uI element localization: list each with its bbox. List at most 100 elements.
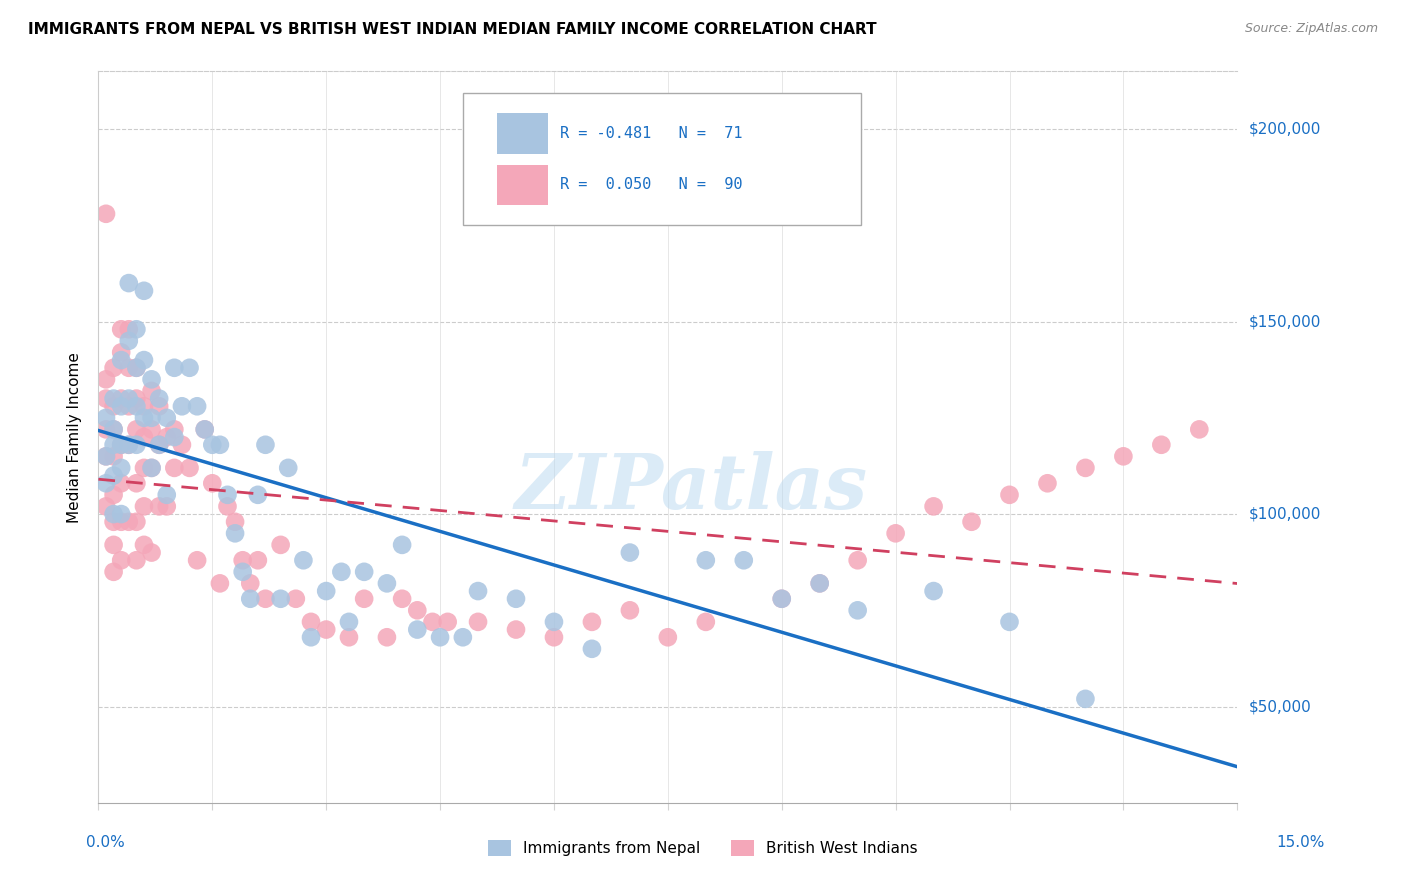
Point bbox=[118, 334, 141, 348]
Text: ZIPatlas: ZIPatlas bbox=[515, 451, 868, 525]
Point bbox=[118, 360, 141, 375]
Point bbox=[118, 438, 141, 452]
Point bbox=[375, 630, 398, 644]
Text: IMMIGRANTS FROM NEPAL VS BRITISH WEST INDIAN MEDIAN FAMILY INCOME CORRELATION CH: IMMIGRANTS FROM NEPAL VS BRITISH WEST IN… bbox=[28, 22, 877, 37]
Point bbox=[922, 584, 945, 599]
Point bbox=[163, 430, 186, 444]
Point bbox=[132, 399, 155, 413]
Point bbox=[299, 615, 322, 629]
Point bbox=[110, 353, 132, 368]
Point bbox=[132, 538, 155, 552]
Point bbox=[125, 422, 148, 436]
Point bbox=[132, 430, 155, 444]
Point bbox=[118, 276, 141, 290]
Point bbox=[118, 399, 141, 413]
Point bbox=[581, 641, 603, 656]
Point bbox=[118, 515, 141, 529]
Point bbox=[1112, 450, 1135, 464]
Point bbox=[141, 461, 163, 475]
FancyBboxPatch shape bbox=[498, 165, 548, 205]
Text: 0.0%: 0.0% bbox=[86, 836, 125, 850]
Point bbox=[1150, 438, 1173, 452]
Point bbox=[186, 399, 208, 413]
Point bbox=[94, 207, 117, 221]
Point bbox=[406, 623, 429, 637]
Point bbox=[170, 399, 193, 413]
Legend: Immigrants from Nepal, British West Indians: Immigrants from Nepal, British West Indi… bbox=[482, 834, 924, 862]
Point bbox=[110, 392, 132, 406]
Point bbox=[103, 515, 125, 529]
Point bbox=[148, 392, 170, 406]
Point bbox=[543, 615, 565, 629]
Point bbox=[353, 591, 375, 606]
Point bbox=[201, 438, 224, 452]
Point bbox=[194, 422, 217, 436]
Point bbox=[186, 553, 208, 567]
Point bbox=[505, 623, 527, 637]
Point bbox=[217, 488, 239, 502]
Point bbox=[391, 591, 413, 606]
Point bbox=[94, 372, 117, 386]
Point bbox=[270, 591, 292, 606]
Point bbox=[163, 461, 186, 475]
Point bbox=[998, 488, 1021, 502]
Point bbox=[94, 450, 117, 464]
Point bbox=[391, 538, 413, 552]
Point bbox=[239, 591, 262, 606]
Point bbox=[103, 360, 125, 375]
Point bbox=[330, 565, 353, 579]
Point bbox=[103, 450, 125, 464]
Point bbox=[239, 576, 262, 591]
Point bbox=[110, 322, 132, 336]
Point bbox=[141, 422, 163, 436]
Point bbox=[581, 615, 603, 629]
Point bbox=[254, 591, 277, 606]
Point bbox=[94, 450, 117, 464]
Point bbox=[770, 591, 793, 606]
Point bbox=[224, 526, 246, 541]
Text: Source: ZipAtlas.com: Source: ZipAtlas.com bbox=[1244, 22, 1378, 36]
Point bbox=[103, 507, 125, 521]
Point bbox=[315, 623, 337, 637]
Point bbox=[179, 461, 201, 475]
Point bbox=[315, 584, 337, 599]
Point bbox=[110, 507, 132, 521]
FancyBboxPatch shape bbox=[498, 113, 548, 153]
Point bbox=[846, 603, 869, 617]
Point bbox=[156, 430, 179, 444]
Point bbox=[103, 468, 125, 483]
Point bbox=[337, 615, 360, 629]
Point bbox=[125, 360, 148, 375]
Point bbox=[170, 438, 193, 452]
Point bbox=[132, 461, 155, 475]
Text: $50,000: $50,000 bbox=[1249, 699, 1312, 714]
Point bbox=[141, 461, 163, 475]
Point bbox=[1188, 422, 1211, 436]
Point bbox=[179, 360, 201, 375]
Point bbox=[141, 384, 163, 398]
Point bbox=[695, 615, 717, 629]
Y-axis label: Median Family Income: Median Family Income bbox=[67, 351, 83, 523]
Point bbox=[110, 399, 132, 413]
Point bbox=[148, 438, 170, 452]
Text: R = -0.481   N =  71: R = -0.481 N = 71 bbox=[560, 126, 742, 141]
Point bbox=[217, 500, 239, 514]
Point bbox=[103, 399, 125, 413]
Point bbox=[110, 461, 132, 475]
Point bbox=[148, 438, 170, 452]
Point bbox=[808, 576, 831, 591]
Point bbox=[163, 422, 186, 436]
Point bbox=[619, 603, 641, 617]
Point bbox=[94, 476, 117, 491]
Point bbox=[246, 488, 269, 502]
Point bbox=[125, 322, 148, 336]
Point bbox=[353, 565, 375, 579]
Point bbox=[110, 345, 132, 359]
Point bbox=[201, 476, 224, 491]
Point bbox=[103, 392, 125, 406]
Point bbox=[1074, 461, 1097, 475]
Point bbox=[846, 553, 869, 567]
Point bbox=[141, 372, 163, 386]
Point bbox=[770, 591, 793, 606]
Point bbox=[232, 565, 254, 579]
